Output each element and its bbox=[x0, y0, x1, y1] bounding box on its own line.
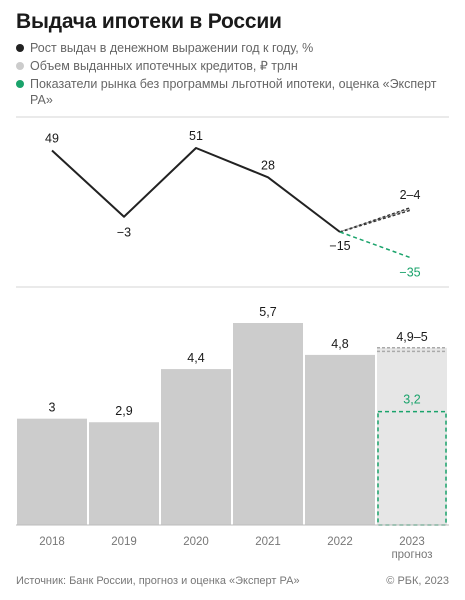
forecast-line-mid bbox=[341, 208, 411, 232]
legend-label-volume: Объем выданных ипотечных кредитов, ₽ трл… bbox=[30, 59, 298, 73]
x-tick-2020: 2020 bbox=[183, 536, 209, 548]
bar-label-2019: 2,9 bbox=[115, 404, 132, 418]
x-tick-2023: 2023 bbox=[399, 536, 425, 548]
x-tick-2019: 2019 bbox=[111, 536, 137, 548]
copyright: © РБК, 2023 bbox=[386, 575, 449, 587]
legend-dot-volume bbox=[16, 62, 24, 70]
source-note: Источник: Банк России, прогноз и оценка … bbox=[16, 575, 300, 587]
bar-2020 bbox=[161, 369, 231, 525]
chart-title: Выдача ипотеки в России bbox=[16, 10, 282, 33]
growth-label-2022: −15 bbox=[329, 239, 350, 253]
growth-label-2018: 49 bbox=[45, 132, 59, 146]
growth-label-2020: 51 bbox=[189, 129, 203, 143]
x-tick-2021: 2021 bbox=[255, 536, 281, 548]
bar-label-2018: 3 bbox=[49, 401, 56, 415]
bar-label-2022: 4,8 bbox=[331, 337, 348, 351]
bar-label-2023: 4,9–5 bbox=[396, 330, 427, 344]
legend-label-no-subsidy: Показатели рынка без программы льготной … bbox=[30, 77, 437, 107]
growth-label-2019: −3 bbox=[117, 226, 131, 240]
no-subsidy-line-label: −35 bbox=[399, 265, 420, 279]
legend: Рост выдач в денежном выражении год к го… bbox=[16, 40, 456, 110]
legend-label-growth: Рост выдач в денежном выражении год к го… bbox=[30, 41, 314, 55]
bar-label-2021: 5,7 bbox=[259, 305, 276, 319]
legend-item-volume: Объем выданных ипотечных кредитов, ₽ трл… bbox=[16, 58, 456, 74]
x-tick-2018: 2018 bbox=[39, 536, 65, 548]
bar-label-2020: 4,4 bbox=[187, 351, 204, 365]
growth-line bbox=[51, 147, 341, 233]
bar-2018 bbox=[17, 418, 87, 525]
legend-item-no-subsidy: Показатели рынка без программы льготной … bbox=[16, 76, 456, 108]
legend-item-growth: Рост выдач в денежном выражении год к го… bbox=[16, 40, 456, 56]
bar-2019 bbox=[89, 422, 159, 525]
bar-forecast-2023 bbox=[377, 347, 447, 525]
forecast-line-low bbox=[339, 209, 411, 233]
no-subsidy-bar-label: 3,2 bbox=[403, 393, 420, 407]
x-tick-2022: 2022 bbox=[327, 536, 353, 548]
legend-dot-no-subsidy bbox=[16, 80, 24, 88]
x-tick-sublabel-2023: прогноз bbox=[391, 549, 432, 561]
no-subsidy-line bbox=[339, 231, 411, 259]
bar-2021 bbox=[233, 323, 303, 525]
legend-dot-growth bbox=[16, 44, 24, 52]
bar-2022 bbox=[305, 354, 375, 525]
growth-label-2021: 28 bbox=[261, 158, 275, 172]
forecast-label: 2–4 bbox=[400, 188, 421, 202]
